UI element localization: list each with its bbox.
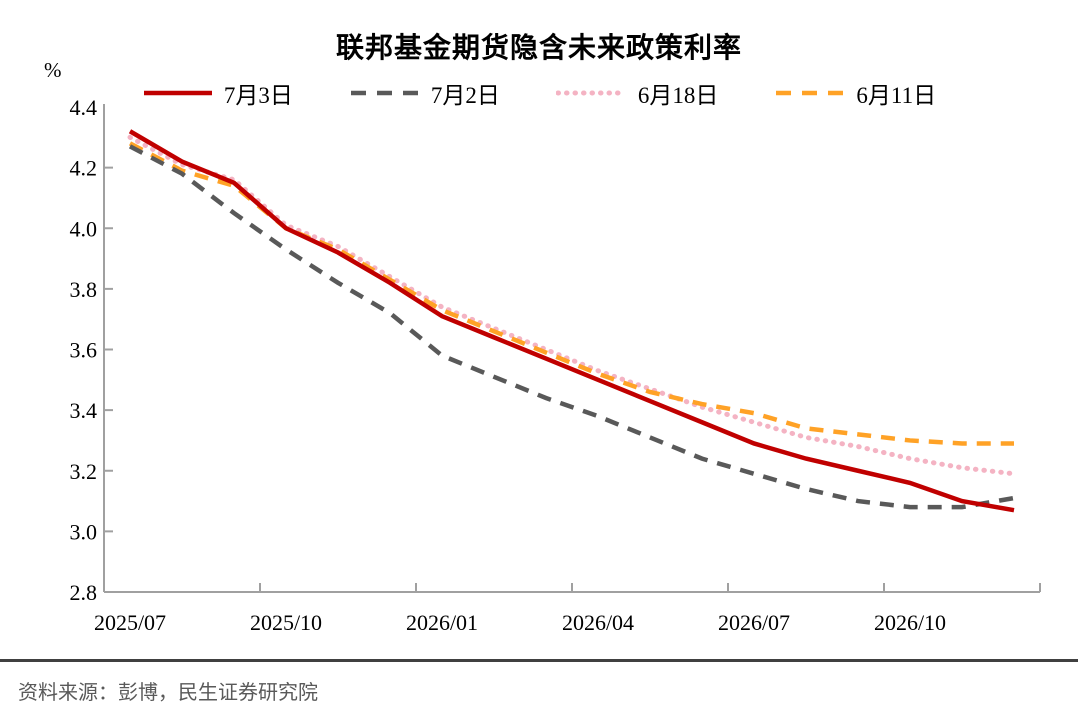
- y-tick-label: 3.8: [70, 277, 98, 302]
- legend: 7月3日 7月2日 6月18日 6月11日: [0, 76, 1078, 110]
- x-tick-label: 2025/10: [250, 610, 322, 635]
- x-tick-label: 2026/07: [718, 610, 790, 635]
- source-divider: [0, 659, 1078, 662]
- y-axis-unit-label: %: [44, 58, 62, 82]
- series-line-jul2: [128, 144, 1015, 510]
- legend-label: 6月18日: [637, 83, 719, 108]
- y-tick-label: 3.6: [70, 338, 98, 363]
- y-tick-label: 2.8: [70, 580, 98, 605]
- legend-label: 7月3日: [223, 83, 293, 108]
- x-tick-label: 2025/07: [94, 610, 166, 635]
- x-tick-label: 2026/01: [406, 610, 478, 635]
- series-line-jun11: [128, 141, 1014, 446]
- legend-swatch-dash-gray-icon: [350, 90, 419, 96]
- line-chart: 4.4 4.2 4.0 3.8 3.6 3.4 3.2 3.0 2.8 2025/07 2025/1…: [70, 95, 1041, 635]
- series-line-jul3: [128, 129, 1015, 513]
- legend-label: 7月2日: [430, 83, 500, 108]
- y-tick-label: 3.0: [70, 519, 98, 544]
- legend-swatch-dot-pink-icon: [555, 90, 628, 96]
- y-tick-label: 4.0: [70, 216, 98, 241]
- y-tick-label: 3.4: [70, 398, 98, 423]
- y-tick-label: 3.2: [70, 459, 98, 484]
- y-tick-label: 4.2: [70, 156, 98, 181]
- legend-item-jun18: 6月18日: [555, 76, 719, 110]
- series-line-jun18: [127, 134, 1017, 477]
- x-tick-label: 2026/04: [562, 610, 634, 635]
- y-tick-label: 4.4: [70, 95, 98, 120]
- source-text: 资料来源：彭博，民生证券研究院: [18, 682, 318, 704]
- legend-swatch-dash-orange-icon: [776, 90, 845, 96]
- legend-item-jul2: 7月2日: [349, 76, 500, 110]
- chart-title: 联邦基金期货隐含未来政策利率: [335, 33, 742, 64]
- legend-swatch-solid-red-icon: [143, 90, 212, 96]
- legend-item-jul3: 7月3日: [142, 76, 293, 110]
- legend-item-jun11: 6月11日: [774, 76, 936, 110]
- legend-label: 6月11日: [856, 83, 937, 108]
- x-tick-label: 2026/10: [874, 610, 946, 635]
